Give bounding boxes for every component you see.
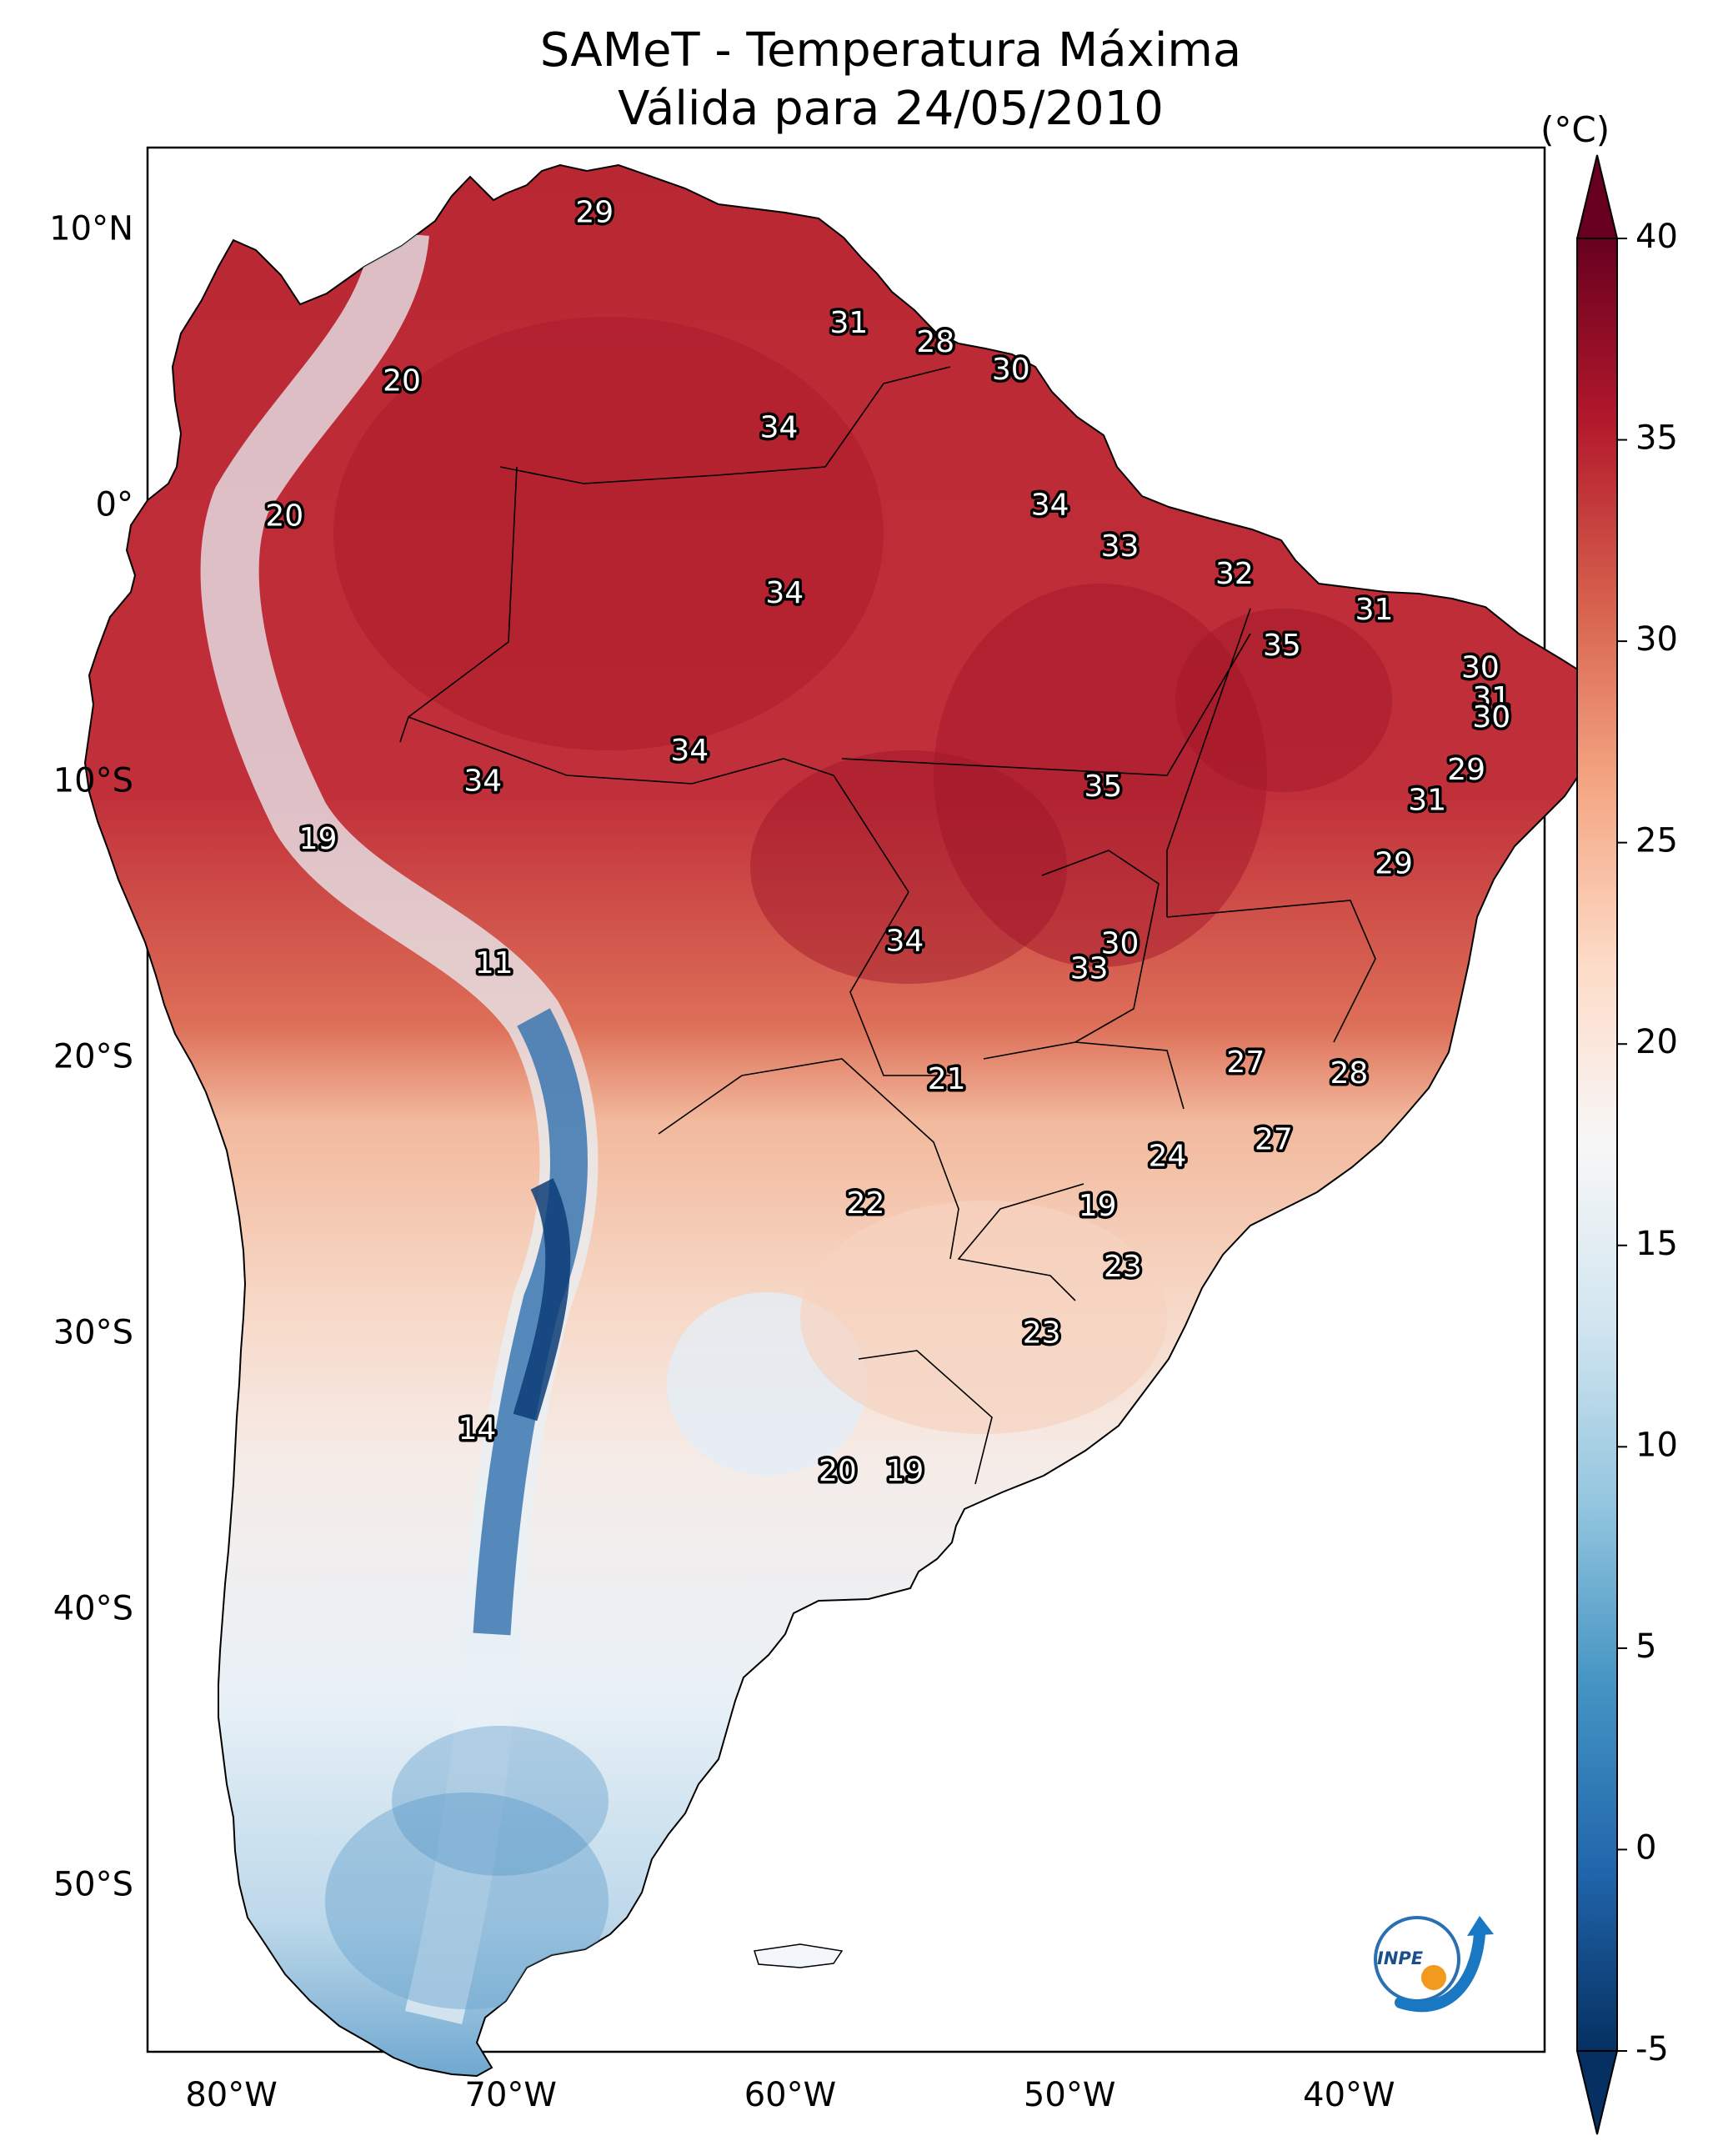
temperature-label: 31 [1408, 784, 1446, 818]
temperature-label: 34 [463, 764, 502, 798]
colorbar-tick-label: 30 [1635, 620, 1678, 659]
latitude-tick-label: 10°N [49, 209, 133, 248]
temperature-label: 28 [916, 325, 954, 359]
colorbar-tick-label: 10 [1635, 1426, 1678, 1464]
temperature-label: 29 [1375, 847, 1413, 881]
temperature-label: 33 [1101, 529, 1139, 564]
temperature-label: 24 [1149, 1140, 1187, 1174]
colorbar-tick-labels: 40 35 30 25 20 15 10 5 0 -5 [1617, 218, 1678, 2068]
temperature-label: 22 [847, 1186, 885, 1221]
colorbar-tick-label: 0 [1635, 1828, 1656, 1867]
temperature-label: 29 [575, 195, 614, 229]
temperature-label: 30 [1472, 700, 1510, 735]
temperature-label: 30 [1101, 927, 1139, 961]
temperature-label: 19 [1079, 1189, 1117, 1223]
temperature-label: 19 [885, 1454, 924, 1488]
temperature-label: 35 [1263, 629, 1301, 663]
temperature-label: 21 [928, 1062, 966, 1096]
inpe-logo-text: INPE [1377, 1948, 1424, 1968]
temperature-field [200, 229, 1392, 2025]
temperature-label: 29 [1447, 753, 1485, 787]
latitude-tick-label: 20°S [53, 1037, 133, 1075]
colorbar-body [1576, 238, 1618, 2052]
latitude-tick-label: 10°S [53, 761, 133, 800]
temperature-label: 20 [265, 499, 303, 534]
longitude-tick-labels: 80°W 70°W 60°W 50°W 40°W [185, 2076, 1395, 2114]
temperature-label: 20 [819, 1454, 857, 1488]
temperature-label: 23 [1104, 1250, 1142, 1284]
latitude-tick-label: 0° [96, 485, 133, 524]
temperature-label: 23 [1023, 1316, 1061, 1350]
temperature-label: 28 [1330, 1056, 1368, 1091]
temperature-label: 33 [1070, 951, 1109, 985]
temperature-label: 30 [992, 353, 1030, 387]
temperature-label: 34 [670, 734, 709, 768]
latitude-tick-label: 30°S [53, 1313, 133, 1351]
colorbar-tick-label: 35 [1635, 419, 1678, 458]
colorbar-tick-label: 5 [1635, 1627, 1656, 1666]
temperature-label: 27 [1255, 1123, 1293, 1157]
temperature-label: 30 [1461, 651, 1500, 685]
temperature-label: 34 [885, 924, 924, 958]
latitude-tick-label: 40°S [53, 1589, 133, 1627]
temperature-label: 31 [1355, 593, 1394, 627]
colorbar: (°C) 40 35 30 25 20 15 10 5 0 -5 [1540, 109, 1678, 2135]
longitude-tick-label: 60°W [744, 2076, 836, 2114]
longitude-tick-label: 70°W [465, 2076, 557, 2114]
falkland-islands [754, 1943, 844, 1968]
country-borders [399, 366, 1376, 1485]
map-title-line2: Válida para 24/05/2010 [618, 82, 1164, 136]
map-title-line1: SAMeT - Temperatura Máxima [539, 23, 1242, 78]
colorbar-bottom-extension [1575, 2050, 1619, 2135]
south-america-landmass [84, 164, 1601, 2077]
colorbar-tick-label: -5 [1635, 2030, 1669, 2068]
temperature-label: 11 [475, 946, 513, 980]
latitude-tick-labels: 10°N 0° 10°S 20°S 30°S 40°S 50°S [49, 209, 133, 1903]
latitude-tick-label: 50°S [53, 1865, 133, 1903]
colorbar-unit-label: (°C) [1540, 109, 1610, 150]
colorbar-tick-label: 20 [1635, 1023, 1678, 1061]
temperature-label: 35 [1084, 770, 1122, 804]
temperature-label: 27 [1226, 1045, 1265, 1080]
inpe-logo: INPE [1374, 1916, 1494, 2013]
longitude-tick-label: 40°W [1303, 2076, 1395, 2114]
colorbar-tick-label: 25 [1635, 822, 1678, 860]
temperature-label: 19 [299, 822, 338, 856]
temperature-label: 31 [829, 306, 868, 340]
temperature-label: 14 [458, 1412, 497, 1447]
longitude-tick-label: 80°W [185, 2076, 277, 2114]
colorbar-tick-label: 40 [1635, 218, 1678, 256]
temperature-label: 34 [765, 576, 804, 610]
colorbar-tick-label: 15 [1635, 1225, 1678, 1263]
colorbar-top-extension [1575, 154, 1619, 239]
temperature-label: 32 [1215, 557, 1254, 591]
temperature-label: 34 [1031, 488, 1069, 522]
temperature-label: 31 [1472, 681, 1510, 715]
temperature-label: 34 [760, 411, 799, 445]
longitude-tick-label: 50°W [1024, 2076, 1115, 2114]
temperature-label: 20 [383, 364, 421, 398]
